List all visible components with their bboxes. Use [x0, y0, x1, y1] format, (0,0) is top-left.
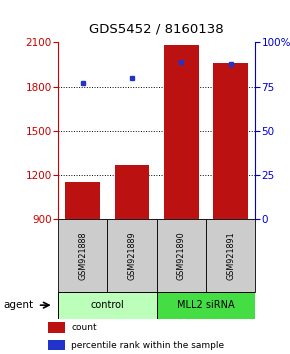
- Text: percentile rank within the sample: percentile rank within the sample: [71, 341, 224, 350]
- Text: GSM921889: GSM921889: [127, 232, 137, 280]
- Bar: [65, 182, 100, 219]
- Bar: [157, 292, 255, 319]
- Text: MLL2 siRNA: MLL2 siRNA: [177, 300, 235, 310]
- Bar: [157, 219, 206, 292]
- Bar: [58, 292, 157, 319]
- Text: GSM921891: GSM921891: [226, 232, 235, 280]
- Bar: [206, 219, 255, 292]
- Bar: [58, 219, 107, 292]
- Bar: [164, 45, 198, 219]
- Text: agent: agent: [3, 300, 33, 310]
- Bar: [107, 219, 157, 292]
- Bar: [48, 340, 65, 350]
- Text: control: control: [90, 300, 124, 310]
- Text: GSM921890: GSM921890: [177, 232, 186, 280]
- Text: GSM921888: GSM921888: [78, 232, 87, 280]
- Bar: [213, 63, 248, 219]
- Text: count: count: [71, 323, 97, 332]
- Text: GDS5452 / 8160138: GDS5452 / 8160138: [89, 23, 224, 35]
- Bar: [48, 322, 65, 333]
- Bar: [115, 165, 149, 219]
